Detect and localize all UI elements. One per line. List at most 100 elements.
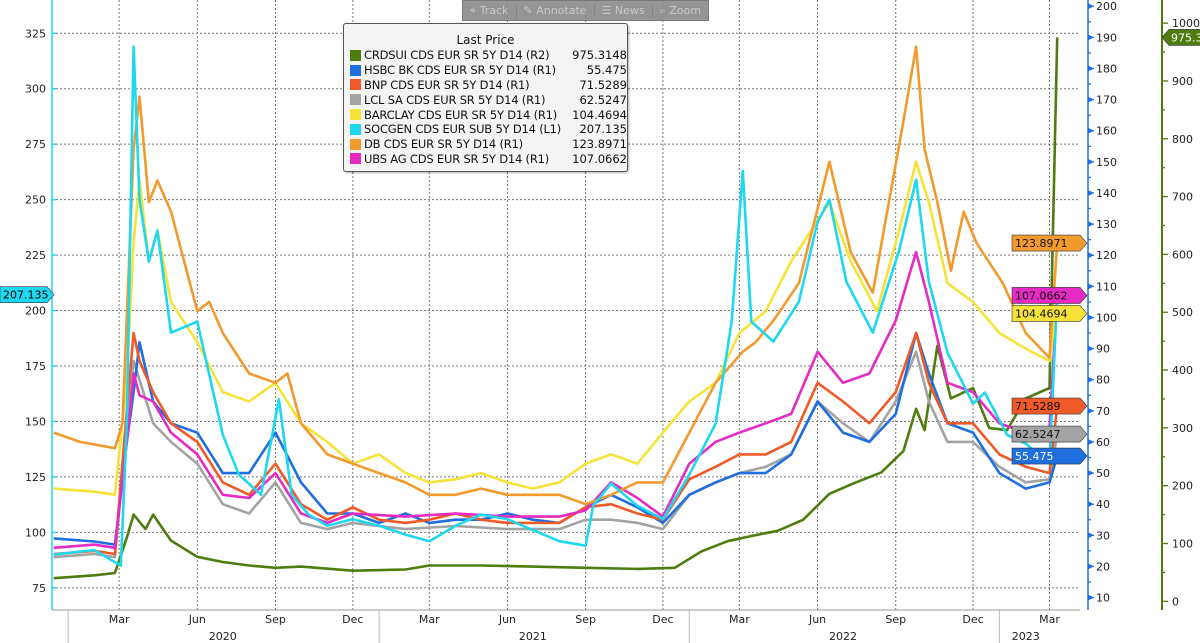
legend-series-name: BARCLAY CDS EUR SR 5Y D14 (R1): [364, 107, 558, 122]
y-tick-label-right1: 190: [1096, 31, 1117, 44]
y-tick-label-right1: 30: [1096, 529, 1110, 542]
y-tick-label-left: 150: [25, 415, 46, 428]
x-year-label: 2020: [209, 630, 237, 643]
value-tag-label: 104.4694: [1015, 307, 1068, 320]
legend-swatch: [350, 123, 361, 135]
legend: Last Price CRDSUI CDS EUR SR 5Y D14 (R2)…: [343, 23, 628, 172]
y-tick-label-right2: 0: [1172, 595, 1179, 608]
legend-series-name: CRDSUI CDS EUR SR 5Y D14 (R2): [364, 48, 550, 63]
y-tick-label-right1: 110: [1096, 280, 1117, 293]
legend-entry[interactable]: SOCGEN CDS EUR SUB 5Y D14 (L1) 207.135: [344, 122, 627, 137]
value-tag-barclay: 104.4694: [1011, 305, 1088, 322]
y-tick-label-right2: 700: [1172, 191, 1193, 204]
legend-entry[interactable]: UBS AG CDS EUR SR 5Y D14 (R1) 107.0662: [344, 152, 627, 167]
legend-series-name: SOCGEN CDS EUR SUB 5Y D14 (L1): [364, 122, 562, 137]
value-tag-label: 975.3148: [1171, 31, 1200, 44]
y-tick-marker-right1: [1088, 189, 1094, 196]
pencil-icon: ✎: [523, 4, 537, 17]
legend-entry[interactable]: LCL SA CDS EUR SR 5Y D14 (R1) 62.5247: [344, 92, 627, 107]
legend-entry[interactable]: BARCLAY CDS EUR SR 5Y D14 (R1) 104.4694: [344, 107, 627, 122]
legend-last-price: 123.8971: [572, 137, 627, 152]
annotate-button[interactable]: ✎ Annotate: [517, 4, 595, 17]
y-tick-marker-right1: [1088, 563, 1094, 570]
y-tick-label-right2: 900: [1172, 75, 1193, 88]
legend-last-price: 975.3148: [572, 48, 627, 63]
x-tick-label: Mar: [729, 613, 750, 626]
y-tick-marker-right1: [1088, 438, 1094, 445]
x-tick-label: Sep: [265, 613, 286, 626]
legend-entry[interactable]: CRDSUI CDS EUR SR 5Y D14 (R2) 975.3148: [344, 48, 627, 63]
value-tag-db: 123.8971: [1011, 234, 1088, 252]
y-tick-label-right1: 40: [1096, 498, 1110, 511]
crosshair-icon: ⌖: [470, 3, 480, 17]
y-tick-label-left: 200: [25, 305, 46, 318]
chart-toolbar: ⌖ Track ✎ Annotate ☰ News ⌕ Zoom: [462, 0, 710, 21]
y-tick-label-left: 75: [32, 582, 46, 595]
legend-series-name: LCL SA CDS EUR SR 5Y D14 (R1): [364, 92, 546, 107]
value-tag-label: 55.475: [1015, 450, 1054, 463]
legend-swatch: [350, 153, 361, 165]
news-icon: ☰: [601, 4, 615, 17]
y-tick-label-right1: 150: [1096, 156, 1117, 169]
y-tick-marker-right1: [1088, 470, 1094, 477]
zoom-button[interactable]: ⌕ Zoom: [659, 3, 702, 17]
legend-series-name: BNP CDS EUR SR 5Y D14 (R1): [364, 77, 530, 92]
value-tag-crdsui: 975.3148: [1161, 29, 1200, 46]
y-tick-label-right1: 160: [1096, 125, 1117, 138]
y-tick-marker-right1: [1088, 407, 1094, 414]
y-tick-label-left: 325: [25, 27, 46, 40]
y-tick-label-right1: 180: [1096, 62, 1117, 75]
x-tick-label: Jun: [808, 613, 826, 626]
legend-series-name: UBS AG CDS EUR SR 5Y D14 (R1): [364, 151, 550, 166]
legend-swatch: [350, 49, 361, 61]
y-tick-label-right1: 60: [1096, 436, 1110, 449]
x-tick-label: Jun: [188, 613, 206, 626]
y-tick-label-right2: 1000: [1172, 17, 1200, 30]
news-button[interactable]: ☰ News: [595, 4, 653, 17]
y-tick-marker-right1: [1088, 283, 1094, 290]
series-line-barclay: [53, 160, 1059, 497]
y-tick-marker-right1: [1088, 127, 1094, 134]
value-tag-label: 207.135: [3, 289, 49, 302]
x-tick-label: Sep: [575, 613, 596, 626]
y-tick-marker-right1: [1088, 65, 1094, 72]
y-tick-label-right2: 800: [1172, 133, 1193, 146]
value-tags: 975.3148207.135123.8971107.0662104.46947…: [0, 29, 1200, 465]
value-tag-shape: [1011, 287, 1088, 304]
value-tag-shape: [1011, 234, 1088, 252]
legend-swatch: [350, 94, 361, 106]
y-tick-label-right1: 90: [1096, 343, 1110, 356]
y-tick-label-left: 125: [25, 471, 46, 484]
y-tick-label-right2: 100: [1172, 538, 1193, 551]
track-button[interactable]: ⌖ Track: [463, 3, 517, 18]
series-line-socgen: [53, 45, 1059, 567]
x-year-label: 2023: [1012, 630, 1040, 643]
y-tick-marker-right1: [1088, 314, 1094, 321]
y-tick-marker-right1: [1088, 3, 1094, 10]
y-tick-label-left: 225: [25, 249, 46, 262]
value-tag-label: 71.5289: [1015, 400, 1061, 413]
y-tick-label-right1: 100: [1096, 311, 1117, 324]
x-tick-label: Sep: [885, 613, 906, 626]
x-tick-label: Mar: [1039, 613, 1060, 626]
x-tick-label: Mar: [109, 613, 130, 626]
y-tick-marker-right1: [1088, 594, 1094, 601]
y-axes: 75 100 125 150 175 200 225 250 275 300 325 10 20 30 40…: [25, 0, 1200, 610]
y-tick-label-right1: 20: [1096, 560, 1110, 573]
legend-entry[interactable]: HSBC BK CDS EUR SR 5Y D14 (R1) 55.475: [344, 63, 627, 78]
legend-last-price: 104.4694: [572, 107, 627, 122]
y-tick-label-left: 300: [25, 83, 46, 96]
legend-swatch: [350, 138, 361, 150]
y-tick-label-right1: 130: [1096, 218, 1117, 231]
y-tick-label-right1: 50: [1096, 467, 1110, 480]
y-tick-label-right1: 200: [1096, 0, 1117, 13]
legend-title: Last Price: [456, 33, 515, 47]
legend-entry[interactable]: BNP CDS EUR SR 5Y D14 (R1) 71.5289: [344, 78, 627, 93]
y-tick-label-right1: 170: [1096, 94, 1117, 107]
legend-series-name: HSBC BK CDS EUR SR 5Y D14 (R1): [364, 63, 556, 78]
x-year-label: 2021: [519, 630, 547, 643]
y-tick-marker-right1: [1088, 501, 1094, 508]
legend-entry[interactable]: DB CDS EUR SR 5Y D14 (R1) 123.8971: [344, 137, 627, 152]
x-tick-label: Dec: [342, 613, 363, 626]
x-tick-label: Mar: [419, 613, 440, 626]
